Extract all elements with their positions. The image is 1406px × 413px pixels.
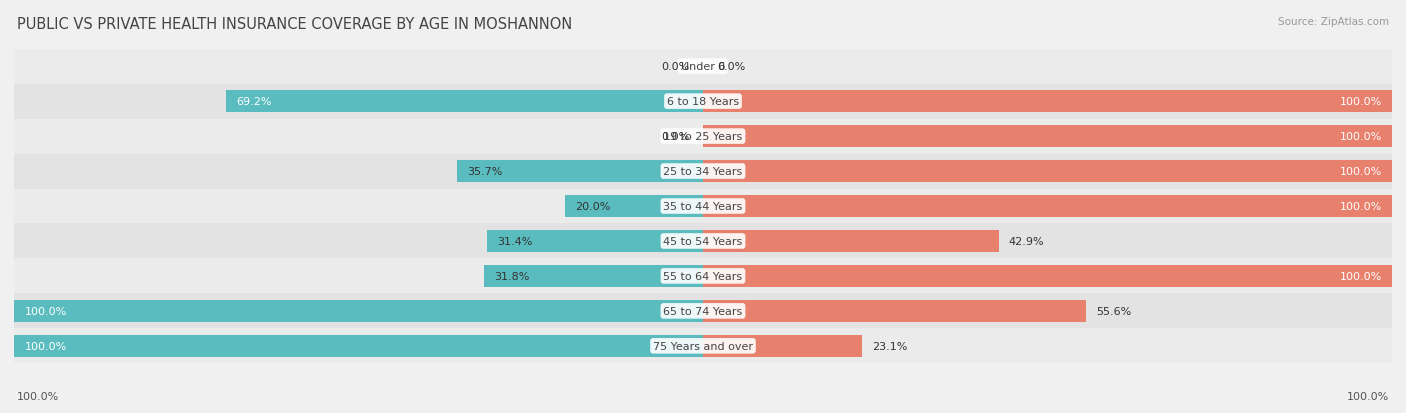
Text: 35 to 44 Years: 35 to 44 Years	[664, 202, 742, 211]
Bar	[703, 126, 1392, 147]
Bar	[14, 259, 1392, 294]
Text: 6 to 18 Years: 6 to 18 Years	[666, 97, 740, 107]
Text: 55.6%: 55.6%	[1097, 306, 1132, 316]
Text: PUBLIC VS PRIVATE HEALTH INSURANCE COVERAGE BY AGE IN MOSHANNON: PUBLIC VS PRIVATE HEALTH INSURANCE COVER…	[17, 17, 572, 31]
Text: Source: ZipAtlas.com: Source: ZipAtlas.com	[1278, 17, 1389, 26]
Bar	[226, 91, 703, 113]
Text: 31.8%: 31.8%	[495, 271, 530, 281]
Text: 25 to 34 Years: 25 to 34 Years	[664, 166, 742, 177]
Text: 55 to 64 Years: 55 to 64 Years	[664, 271, 742, 281]
Bar	[703, 161, 1392, 183]
Bar	[14, 329, 1392, 363]
Text: 35.7%: 35.7%	[467, 166, 503, 177]
Bar	[14, 84, 1392, 119]
Bar	[703, 266, 1392, 287]
Bar	[14, 154, 1392, 189]
Text: 100.0%: 100.0%	[1347, 391, 1389, 401]
Bar	[703, 91, 1392, 113]
Text: 69.2%: 69.2%	[236, 97, 273, 107]
Bar	[703, 300, 1085, 322]
Text: 100.0%: 100.0%	[1340, 166, 1382, 177]
Text: 100.0%: 100.0%	[1340, 271, 1382, 281]
Bar	[14, 224, 1392, 259]
Text: 100.0%: 100.0%	[24, 341, 66, 351]
Text: 100.0%: 100.0%	[24, 306, 66, 316]
Text: 100.0%: 100.0%	[1340, 97, 1382, 107]
Bar	[14, 119, 1392, 154]
Bar	[703, 196, 1392, 217]
Text: 100.0%: 100.0%	[17, 391, 59, 401]
Bar	[457, 161, 703, 183]
Text: 0.0%: 0.0%	[717, 62, 745, 72]
Bar	[703, 335, 862, 357]
Bar	[14, 294, 1392, 329]
Text: 100.0%: 100.0%	[1340, 202, 1382, 211]
Text: 20.0%: 20.0%	[575, 202, 612, 211]
Text: 42.9%: 42.9%	[1010, 236, 1045, 247]
Bar	[565, 196, 703, 217]
Text: 23.1%: 23.1%	[873, 341, 908, 351]
Bar	[484, 266, 703, 287]
Bar	[14, 189, 1392, 224]
Text: 0.0%: 0.0%	[661, 62, 689, 72]
Bar	[486, 230, 703, 252]
Bar	[14, 50, 1392, 84]
Text: 31.4%: 31.4%	[496, 236, 533, 247]
Text: 100.0%: 100.0%	[1340, 132, 1382, 142]
Text: Under 6: Under 6	[681, 62, 725, 72]
Text: 19 to 25 Years: 19 to 25 Years	[664, 132, 742, 142]
Text: 0.0%: 0.0%	[661, 132, 689, 142]
Text: 65 to 74 Years: 65 to 74 Years	[664, 306, 742, 316]
Bar	[703, 230, 998, 252]
Bar	[14, 335, 703, 357]
Text: 45 to 54 Years: 45 to 54 Years	[664, 236, 742, 247]
Text: 75 Years and over: 75 Years and over	[652, 341, 754, 351]
Bar	[14, 300, 703, 322]
